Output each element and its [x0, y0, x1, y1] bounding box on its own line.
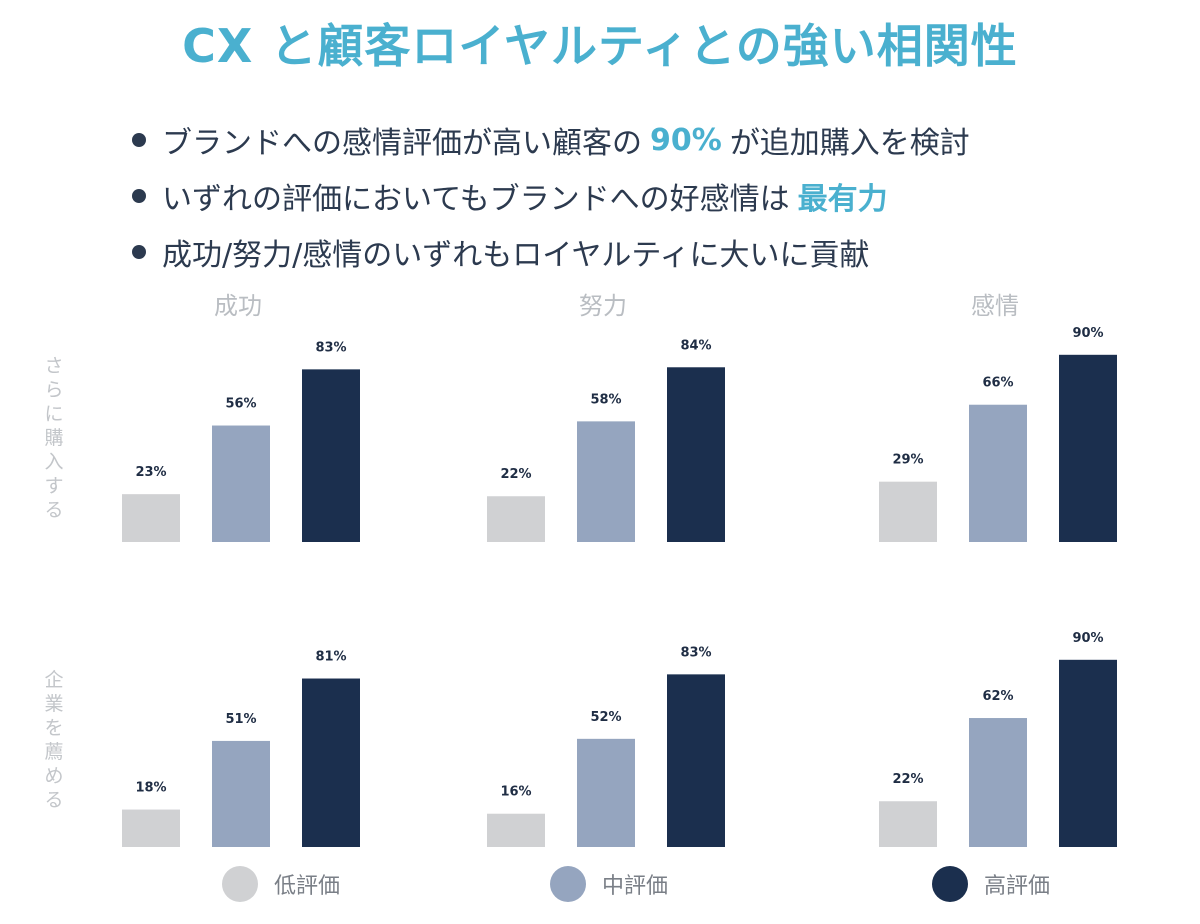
bullet-item: いずれの評価においてもブランドへの好感情は 最有力	[132, 168, 1132, 224]
bullet-text: ブランドへの感情評価が高い顧客の	[162, 126, 642, 161]
bar-感情-高評価	[1059, 659, 1117, 847]
row-label-char: さ	[44, 355, 63, 377]
bullet-dot-icon	[132, 133, 146, 147]
data-label: 16%	[500, 785, 531, 800]
row-label-char: る	[44, 499, 63, 521]
legend-label-low: 低評価	[274, 874, 341, 899]
bar-成功-高評価	[302, 369, 360, 542]
data-label: 52%	[590, 710, 621, 725]
row-label-char: 入	[44, 451, 63, 473]
data-label: 81%	[315, 650, 346, 665]
bar-成功-中評価	[212, 425, 270, 542]
row-label-char: め	[44, 765, 63, 787]
row-label-char: る	[44, 789, 63, 811]
bullet-item: 成功/努力/感情のいずれもロイヤルティに大いに貢献	[132, 224, 1132, 280]
data-label: 84%	[680, 338, 711, 353]
legend-swatch-mid	[550, 866, 586, 902]
row-label-char: に	[44, 403, 63, 425]
legend-swatch-low	[222, 866, 258, 902]
data-label: 83%	[680, 645, 711, 660]
bullet-dot-icon	[132, 189, 146, 203]
bullet-item: ブランドへの感情評価が高い顧客の 90% が追加購入を検討	[132, 112, 1132, 168]
row-label-char: 業	[44, 693, 63, 715]
chart-legend: 低評価 中評価 高評価	[0, 866, 1200, 910]
bar-成功-低評価	[122, 809, 180, 847]
data-label: 18%	[135, 781, 166, 796]
bar-努力-低評価	[487, 813, 545, 847]
row-label-char: 購	[44, 427, 63, 449]
page-title: CX と顧客ロイヤルティとの強い相関性	[182, 19, 1018, 73]
data-label: 62%	[982, 689, 1013, 704]
data-label: 23%	[135, 465, 166, 480]
data-label: 90%	[1072, 631, 1103, 646]
bar-努力-高評価	[667, 367, 725, 542]
row-label-char: を	[44, 717, 63, 739]
bar-感情-中評価	[969, 404, 1027, 542]
bullet-highlight: 最有力	[797, 182, 888, 217]
row-label-char: す	[44, 475, 63, 497]
legend-item-low: 低評価	[222, 866, 340, 902]
legend-swatch-high	[932, 866, 968, 902]
group-title-3: 感情	[971, 292, 1019, 320]
row-label-char: 企	[44, 669, 63, 691]
row-label-char: ら	[44, 379, 63, 401]
bar-努力-高評価	[667, 674, 725, 847]
bar-成功-低評価	[122, 494, 180, 542]
bar-感情-中評価	[969, 718, 1027, 847]
legend-item-mid: 中評価	[550, 866, 668, 902]
bullet-highlight: 90%	[650, 122, 722, 158]
row-label-char: 薦	[44, 741, 63, 763]
data-label: 90%	[1072, 326, 1103, 341]
bullet-list: ブランドへの感情評価が高い顧客の 90% が追加購入を検討 いずれの評価において…	[132, 112, 1132, 280]
bar-成功-高評価	[302, 678, 360, 847]
bullet-dot-icon	[132, 245, 146, 259]
bullet-text-tail: が追加購入を検討	[729, 126, 970, 161]
bar-感情-高評価	[1059, 354, 1117, 542]
bar-努力-中評価	[577, 738, 635, 847]
data-label: 56%	[225, 397, 256, 412]
bar-努力-低評価	[487, 496, 545, 542]
bullet-text: いずれの評価においてもブランドへの好感情は	[162, 182, 790, 217]
data-label: 83%	[315, 340, 346, 355]
data-label: 22%	[500, 467, 531, 482]
legend-label-mid: 中評価	[602, 874, 669, 899]
bar-成功-中評価	[212, 740, 270, 847]
data-label: 29%	[892, 453, 923, 468]
bar-努力-中評価	[577, 421, 635, 542]
bar-感情-低評価	[879, 481, 937, 542]
legend-label-high: 高評価	[984, 874, 1051, 899]
data-label: 22%	[892, 772, 923, 787]
data-label: 51%	[225, 712, 256, 727]
data-label: 66%	[982, 376, 1013, 391]
legend-item-high: 高評価	[932, 866, 1050, 902]
bar-感情-低評価	[879, 801, 937, 847]
bullet-text: 成功/努力/感情のいずれもロイヤルティに大いに貢献	[162, 238, 870, 273]
data-label: 58%	[590, 392, 621, 407]
group-title-1: 成功	[214, 292, 262, 320]
group-title-2: 努力	[579, 292, 627, 320]
